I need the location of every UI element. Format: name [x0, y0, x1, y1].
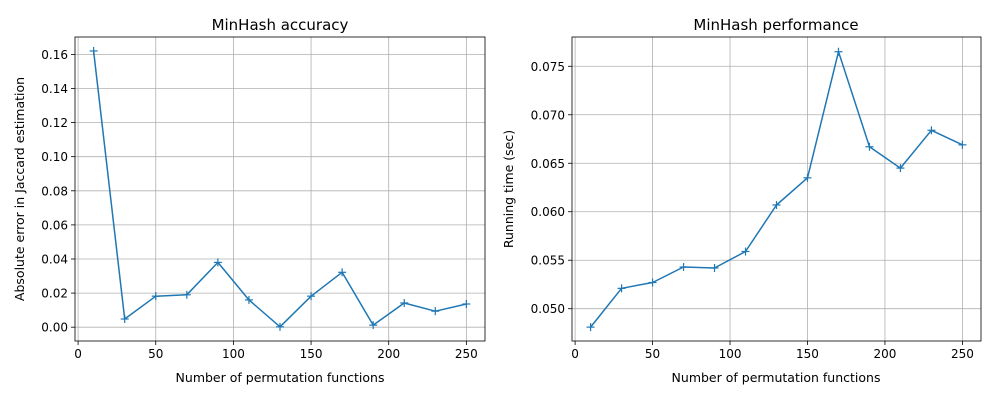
accuracy-x-tick-label: 150: [300, 347, 323, 361]
accuracy-data-point: [89, 46, 98, 55]
performance-x-tick-label: 150: [796, 347, 819, 361]
accuracy-panel: 0 50 100 150 200 250 0.00 0.02 0.04 0.06 0.08 0.10 0…: [12, 16, 486, 385]
performance-x-tick-label: 100: [719, 347, 742, 361]
accuracy-x-tick-label: 50: [148, 347, 163, 361]
accuracy-data-point: [462, 300, 471, 309]
performance-data-point: [803, 173, 812, 182]
accuracy-data-point: [400, 298, 409, 307]
accuracy-data-point: [431, 307, 440, 316]
accuracy-y-axis-label: Absolute error in Jaccard estimation: [12, 77, 27, 301]
performance-data-point: [927, 126, 936, 135]
performance-chart-title: MinHash performance: [693, 16, 858, 34]
accuracy-data-point: [151, 292, 160, 301]
accuracy-data-point: [369, 321, 378, 330]
performance-data-point: [772, 200, 781, 209]
performance-data-point: [679, 263, 688, 272]
performance-data-point: [648, 278, 657, 287]
performance-y-tick-label: 0.065: [531, 157, 565, 171]
performance-y-axis-label: Running time (sec): [501, 130, 516, 248]
performance-x-tick-label: 0: [571, 347, 579, 361]
performance-data-point: [865, 142, 874, 151]
performance-panel: 0 50 100 150 200 250 0.050 0.055 0.060 0.065 0.070…: [501, 16, 982, 385]
accuracy-data-point: [338, 268, 347, 277]
accuracy-x-axis-label: Number of permutation functions: [176, 370, 385, 385]
accuracy-y-tick-label: 0.10: [41, 150, 68, 164]
performance-data-point: [741, 247, 750, 256]
accuracy-y-tick-label: 0.06: [41, 218, 68, 232]
accuracy-data-point: [120, 315, 129, 324]
accuracy-x-tick-label: 200: [377, 347, 400, 361]
accuracy-y-tick-label: 0.02: [41, 287, 68, 301]
accuracy-data-point: [182, 290, 191, 299]
performance-y-tick-label: 0.075: [531, 60, 565, 74]
performance-y-tick-label: 0.050: [531, 302, 565, 316]
performance-x-tick-label: 50: [645, 347, 660, 361]
accuracy-y-tick-label: 0.04: [41, 252, 68, 266]
performance-data-point: [710, 263, 719, 272]
performance-y-tick-label: 0.055: [531, 254, 565, 268]
accuracy-y-tick-label: 0.16: [41, 48, 68, 62]
performance-data-point: [586, 323, 595, 332]
accuracy-y-tick-label: 0.00: [41, 321, 68, 335]
accuracy-y-tick-label: 0.08: [41, 184, 68, 198]
performance-data-point: [896, 164, 905, 173]
performance-data-point: [617, 284, 626, 293]
performance-y-tick-label: 0.070: [531, 108, 565, 122]
accuracy-x-tick-label: 250: [455, 347, 478, 361]
performance-y-tick-label: 0.060: [531, 205, 565, 219]
performance-x-tick-label: 200: [873, 347, 896, 361]
performance-data-point: [958, 140, 967, 149]
accuracy-chart-title: MinHash accuracy: [212, 16, 349, 34]
performance-x-axis-label: Number of permutation functions: [672, 370, 881, 385]
accuracy-x-tick-label: 0: [74, 347, 82, 361]
accuracy-plot-frame: [74, 36, 486, 342]
performance-data-point: [834, 47, 843, 56]
accuracy-data-point: [244, 295, 253, 304]
performance-x-tick-label: 250: [951, 347, 974, 361]
accuracy-data-point: [276, 322, 284, 331]
accuracy-data-point: [213, 258, 222, 267]
accuracy-x-tick-label: 100: [222, 347, 245, 361]
accuracy-y-tick-label: 0.14: [41, 82, 68, 96]
accuracy-y-tick-label: 0.12: [41, 116, 68, 130]
accuracy-data-point: [307, 292, 316, 301]
performance-plot-frame: [571, 36, 982, 342]
